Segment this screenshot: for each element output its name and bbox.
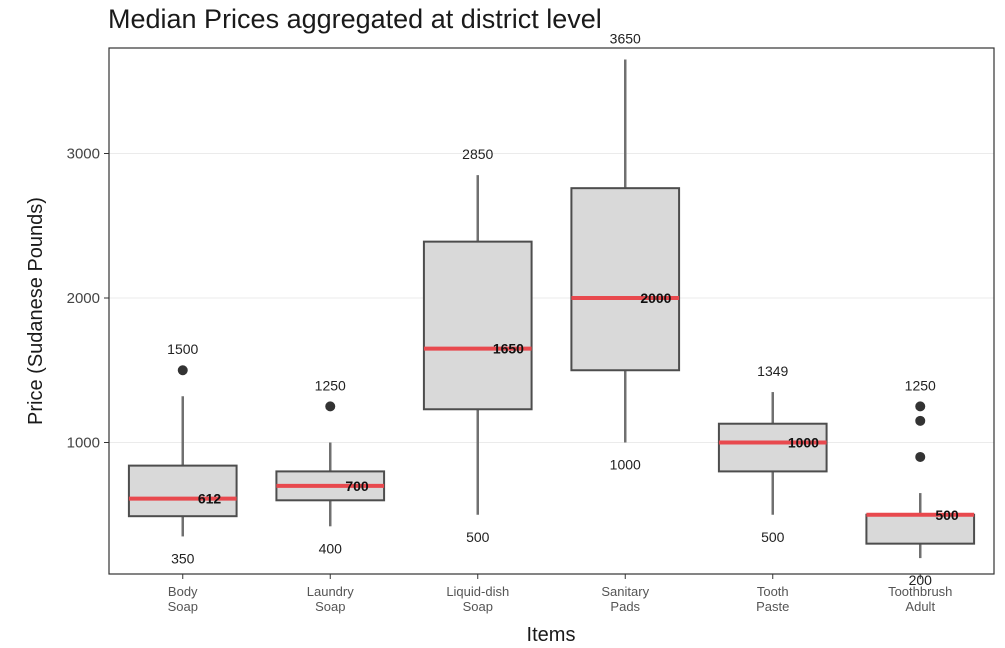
min-value-label: 200 [909, 572, 933, 588]
y-axis-title: Price (Sudanese Pounds) [25, 197, 47, 425]
x-tick-label: Tooth Paste [756, 584, 789, 614]
y-tick-label: 3000 [67, 145, 100, 162]
median-value-label: 2000 [640, 290, 671, 306]
median-value-label: 700 [345, 478, 369, 494]
chart-title: Median Prices aggregated at district lev… [108, 4, 602, 34]
box [865, 513, 976, 545]
y-tick-label: 1000 [67, 435, 100, 452]
median-value-label: 1000 [788, 435, 819, 451]
max-value-label: 1250 [315, 377, 346, 393]
max-value-label: 3650 [610, 31, 641, 47]
max-value-label: 1500 [167, 341, 198, 357]
min-value-label: 400 [319, 540, 343, 556]
x-tick-label-line: Laundry [307, 584, 354, 599]
box-layer [127, 59, 976, 559]
plot-panel [109, 48, 994, 574]
min-value-label: 500 [761, 529, 785, 545]
x-tick-label: Laundry Soap [307, 584, 354, 614]
box [570, 187, 681, 372]
x-tick-label-line: Paste [756, 599, 789, 614]
x-tick-label-line: Soap [315, 599, 345, 614]
x-tick-label: Liquid-dish Soap [446, 584, 509, 614]
annotation-layer: 1500 350 612 1250 400 700 2850 500 1650 3650 1000 2… [167, 31, 959, 589]
x-tick-label-line: Liquid-dish [446, 584, 509, 599]
x-tick-label-line: Tooth [757, 584, 789, 599]
min-value-label: 350 [171, 550, 195, 566]
min-value-label: 1000 [610, 457, 641, 473]
grid-layer [109, 152, 994, 443]
x-tick-label-line: Body [168, 584, 198, 599]
x-tick-label-line: Sanitary [601, 584, 649, 599]
max-value-label: 1250 [905, 377, 936, 393]
plot-panel-border [108, 47, 995, 575]
max-value-label: 1349 [757, 363, 788, 379]
box [127, 464, 238, 518]
x-tick-label-line: Soap [463, 599, 493, 614]
median-value-label: 612 [198, 491, 222, 507]
outlier-point [177, 365, 188, 376]
outlier-point [915, 401, 926, 412]
box [422, 240, 533, 411]
x-tick-label: Toothbrush Adult [888, 584, 952, 614]
x-tick-label-line: Toothbrush [888, 584, 952, 599]
max-value-label: 2850 [462, 146, 493, 162]
x-tick-label-line: Pads [610, 599, 640, 614]
outlier-point [325, 401, 336, 412]
x-tick-label-line: Adult [905, 599, 935, 614]
box [717, 422, 828, 473]
median-value-label: 1650 [493, 341, 524, 357]
outlier-point [915, 415, 926, 426]
y-tick-label: 2000 [67, 290, 100, 307]
x-axis-title: Items [527, 624, 576, 646]
x-tick-label: Body Soap [168, 584, 198, 614]
outlier-point [915, 451, 926, 462]
x-tick-label-line: Soap [168, 599, 198, 614]
median-value-label: 500 [935, 507, 959, 523]
min-value-label: 500 [466, 529, 490, 545]
y-axis: 1000 2000 3000 [67, 145, 109, 452]
x-tick-label: Sanitary Pads [601, 584, 649, 614]
